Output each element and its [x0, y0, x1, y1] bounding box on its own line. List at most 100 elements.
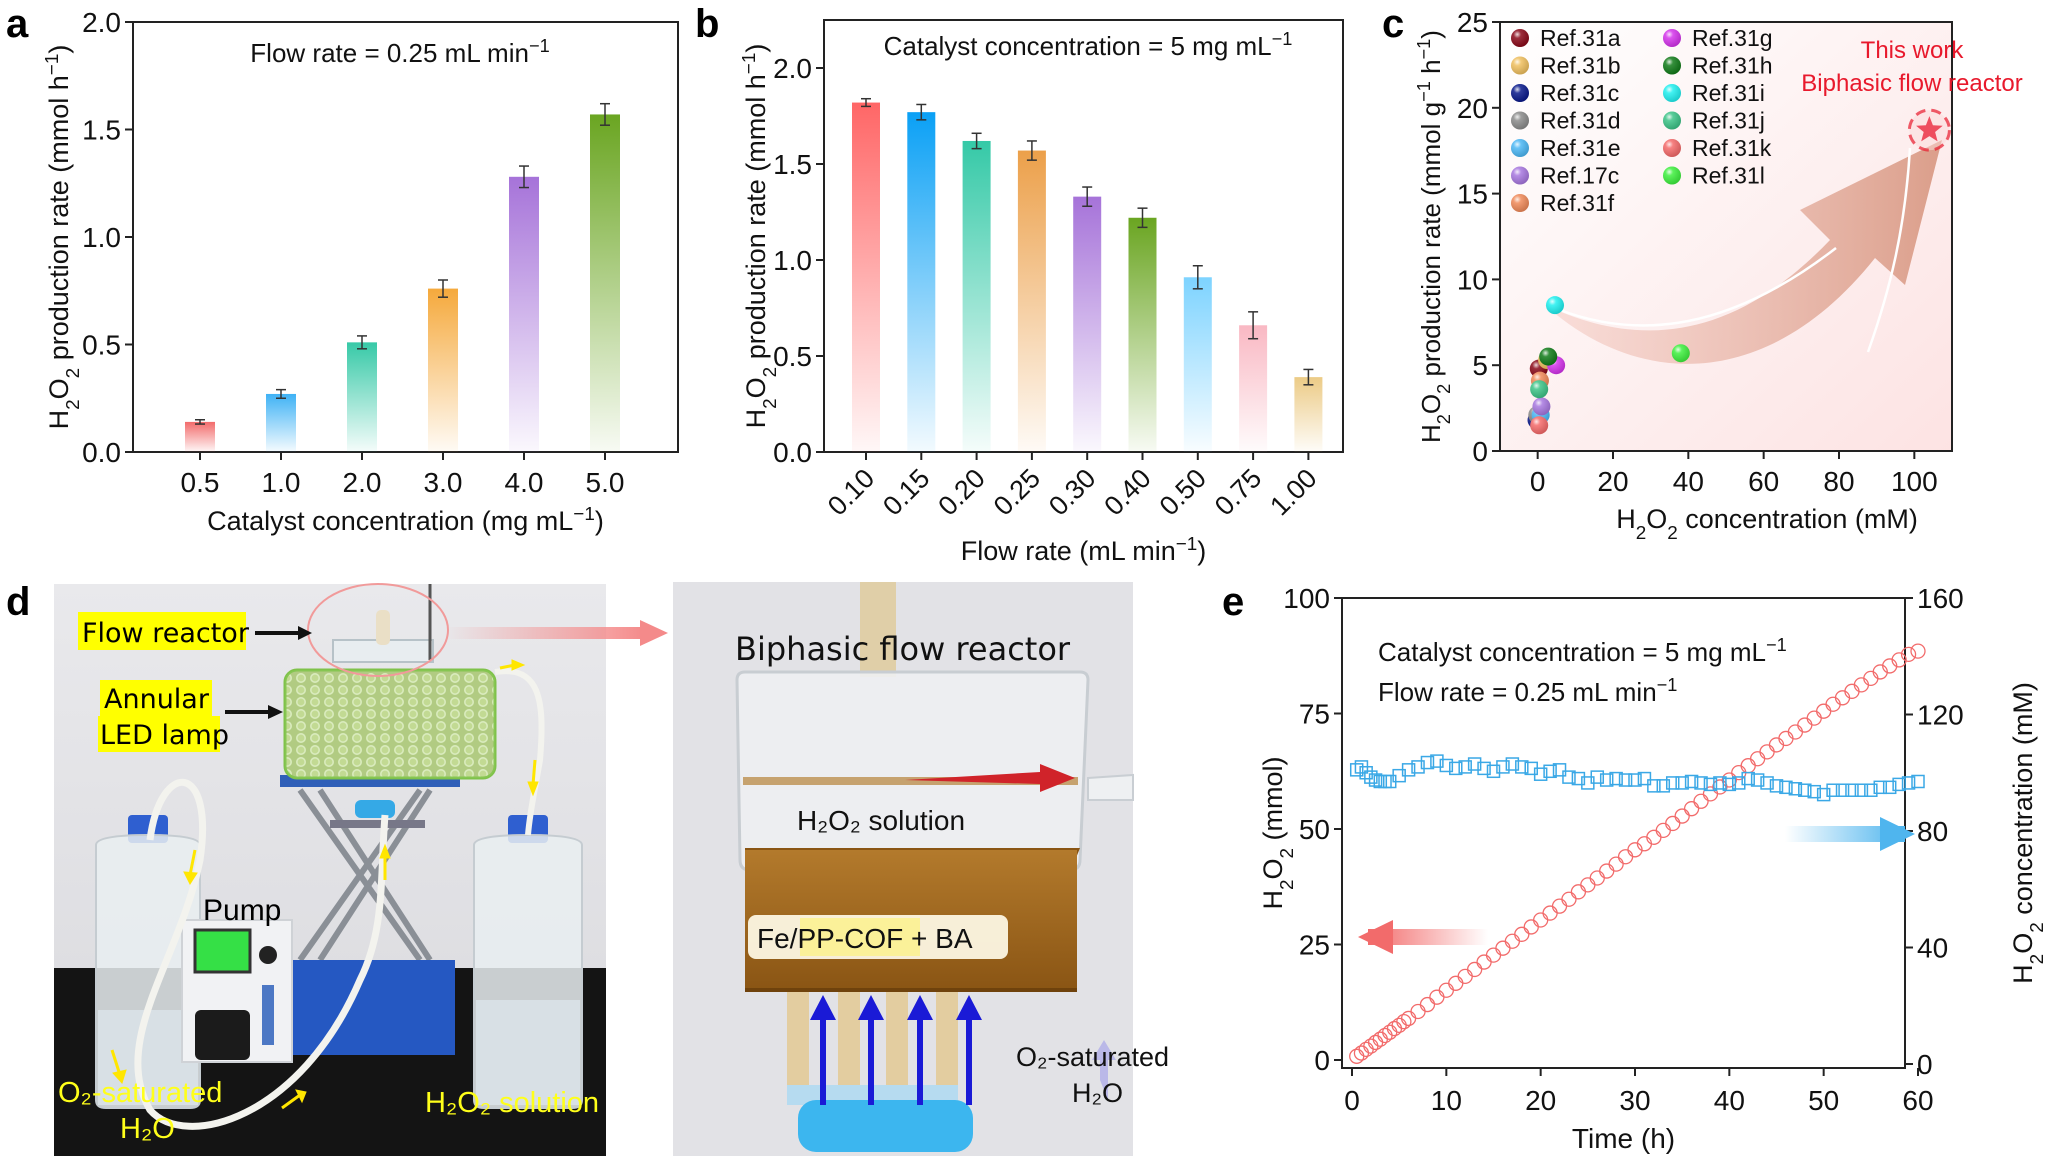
- x-tick-label: 100: [1891, 466, 1938, 497]
- panel-label-e: e: [1222, 580, 1245, 624]
- chart-annotation: Catalyst concentration = 5 mg mL−1: [884, 29, 1293, 61]
- legend-marker-shine: [1663, 56, 1681, 75]
- data-point-square: [1515, 760, 1529, 774]
- trend-arrow-edge: [1866, 147, 1912, 353]
- y-axis-label: H2O2 production rate (mmol h−1): [739, 44, 781, 429]
- data-point-square: [1618, 773, 1633, 787]
- data-point-circle: [1514, 926, 1530, 942]
- data-point-square: [1647, 779, 1661, 793]
- bar: [1239, 325, 1268, 452]
- chart-annotation: Catalyst concentration = 5 mg mL−1: [1378, 635, 1787, 667]
- x-axis-label: Catalyst concentration (mg mL−1): [207, 504, 604, 537]
- legend-marker-shine: [1511, 194, 1529, 212]
- data-point-square: [1609, 771, 1623, 786]
- data-point-square: [1449, 761, 1463, 776]
- data-point-square: [1732, 776, 1746, 790]
- legend-label: Ref.31a: [1540, 25, 1621, 51]
- legend-marker-shine: [1663, 166, 1681, 185]
- bar: [1183, 277, 1212, 452]
- zoom-o2-saturated-label: O₂-saturated: [1016, 1042, 1169, 1072]
- data-point-square: [1684, 774, 1699, 789]
- data-point-square: [1760, 776, 1774, 790]
- y-left-axis-label: H2O2 (mmol): [1258, 756, 1298, 909]
- tubing-outlet: [494, 668, 545, 836]
- led-lamp-label-bg: [98, 716, 220, 752]
- y-tick-label: 5: [1472, 350, 1488, 381]
- y-left-tick-label: 0: [1314, 1045, 1330, 1076]
- y-tick-label: 1.5: [82, 115, 121, 146]
- setup-photo: Flow reactor Annular LED lamp Pump O₂-sa…: [54, 583, 668, 1156]
- chart-e: 0 10 20 30 40 50 60 0 25 50 75 100 0 40 80 120 160 Cataly…: [1258, 583, 2048, 1154]
- data-point-square: [1467, 757, 1482, 771]
- bar: [1128, 217, 1157, 452]
- data-point-square: [1430, 754, 1444, 768]
- x-tick-label: 3.0: [424, 467, 463, 498]
- y-tick-label: 2.0: [773, 53, 812, 84]
- data-point-circle: [1683, 801, 1700, 817]
- data-point-square: [1722, 777, 1737, 792]
- y-left-tick-label: 75: [1299, 699, 1330, 730]
- x-tick-label: 1.0: [262, 467, 301, 498]
- bar: [266, 393, 296, 452]
- zoom-title: Biphasic flow reactor: [735, 630, 1071, 668]
- bar: [185, 421, 215, 452]
- data-point-square: [1477, 761, 1491, 776]
- y-tick-label: 20: [1457, 93, 1488, 124]
- x-axis-label: H2O2 concentration (mM): [1616, 504, 1918, 544]
- data-point-square: [1835, 783, 1850, 797]
- highlight-title: This work: [1861, 37, 1965, 64]
- zoom-h2o-label: H₂O: [1072, 1078, 1123, 1108]
- reactor-zoom-photo: Biphasic flow reactor H₂O₂ solution Fe/P…: [673, 582, 1169, 1156]
- led-lamp: [283, 668, 497, 780]
- data-point-square: [1845, 783, 1859, 797]
- data-point-shine: [1671, 344, 1690, 363]
- o2-saturated-label: O₂-saturated: [58, 1077, 222, 1109]
- manifold: [355, 800, 395, 818]
- reactor-inlet: [376, 610, 390, 645]
- catalyst-label: Fe/PP-COF + BA: [757, 923, 973, 954]
- data-point-square: [1911, 774, 1925, 789]
- y-tick-label: 0.5: [82, 330, 121, 361]
- legend-marker-shine: [1511, 166, 1529, 185]
- y-axis-label: H2O2 production rate (mmol g−1 h−1): [1414, 30, 1454, 443]
- legend-label: Ref.31b: [1540, 53, 1621, 79]
- x-tick-label: 0.25: [988, 463, 1046, 521]
- data-point-square: [1552, 763, 1567, 777]
- zoom-h2o2-label: H₂O₂ solution: [797, 805, 965, 836]
- outlet-tube: [1087, 773, 1134, 801]
- data-point-square: [1873, 780, 1888, 795]
- y-right-tick-label: 0: [1917, 1049, 1933, 1080]
- x-tick-label: 0.15: [877, 463, 935, 521]
- legend-marker-shine: [1511, 111, 1529, 130]
- bar: [852, 102, 880, 452]
- x-tick-label: 2.0: [343, 467, 382, 498]
- flow-arrows: [110, 659, 539, 1110]
- zoom-arrow-head: [640, 620, 668, 646]
- chart-b: 0.100.150.200.250.300.400.500.751.00 0.0 0…: [739, 19, 1344, 566]
- data-point-square: [1628, 773, 1642, 787]
- highlight-subtitle: Biphasic flow reactor: [1801, 70, 2022, 97]
- bar: [509, 176, 539, 453]
- chart-a: 0.5 1.0 2.0 3.0 4.0 5.0 0.0 0.5 1.0 1.5 2.0 Flow ra…: [42, 7, 679, 536]
- data-point-shine: [1532, 397, 1551, 416]
- data-point-square: [1364, 770, 1378, 784]
- data-point-square: [1420, 755, 1435, 770]
- data-point-square: [1637, 771, 1652, 786]
- data-point-square: [1779, 780, 1793, 795]
- left-axis-arrow-head: [1358, 920, 1393, 954]
- legend-label: Ref.31g: [1692, 25, 1773, 51]
- panel-label-a: a: [6, 2, 29, 46]
- this-work-star: [1916, 116, 1943, 142]
- panel-label-b: b: [695, 2, 720, 46]
- y-tick-label: 15: [1457, 179, 1488, 210]
- data-point-circle: [1561, 891, 1577, 907]
- x-tick-label: 5.0: [586, 467, 625, 498]
- legend-label: Ref.31k: [1692, 135, 1772, 161]
- y-tick-label: 0.0: [82, 437, 121, 468]
- legend-marker-shine: [1511, 56, 1529, 75]
- data-point-square: [1349, 763, 1364, 777]
- legend-marker-shine: [1663, 84, 1681, 102]
- peristaltic-pump: [181, 919, 293, 1063]
- data-point-square: [1798, 783, 1812, 797]
- data-point-square: [1656, 779, 1671, 793]
